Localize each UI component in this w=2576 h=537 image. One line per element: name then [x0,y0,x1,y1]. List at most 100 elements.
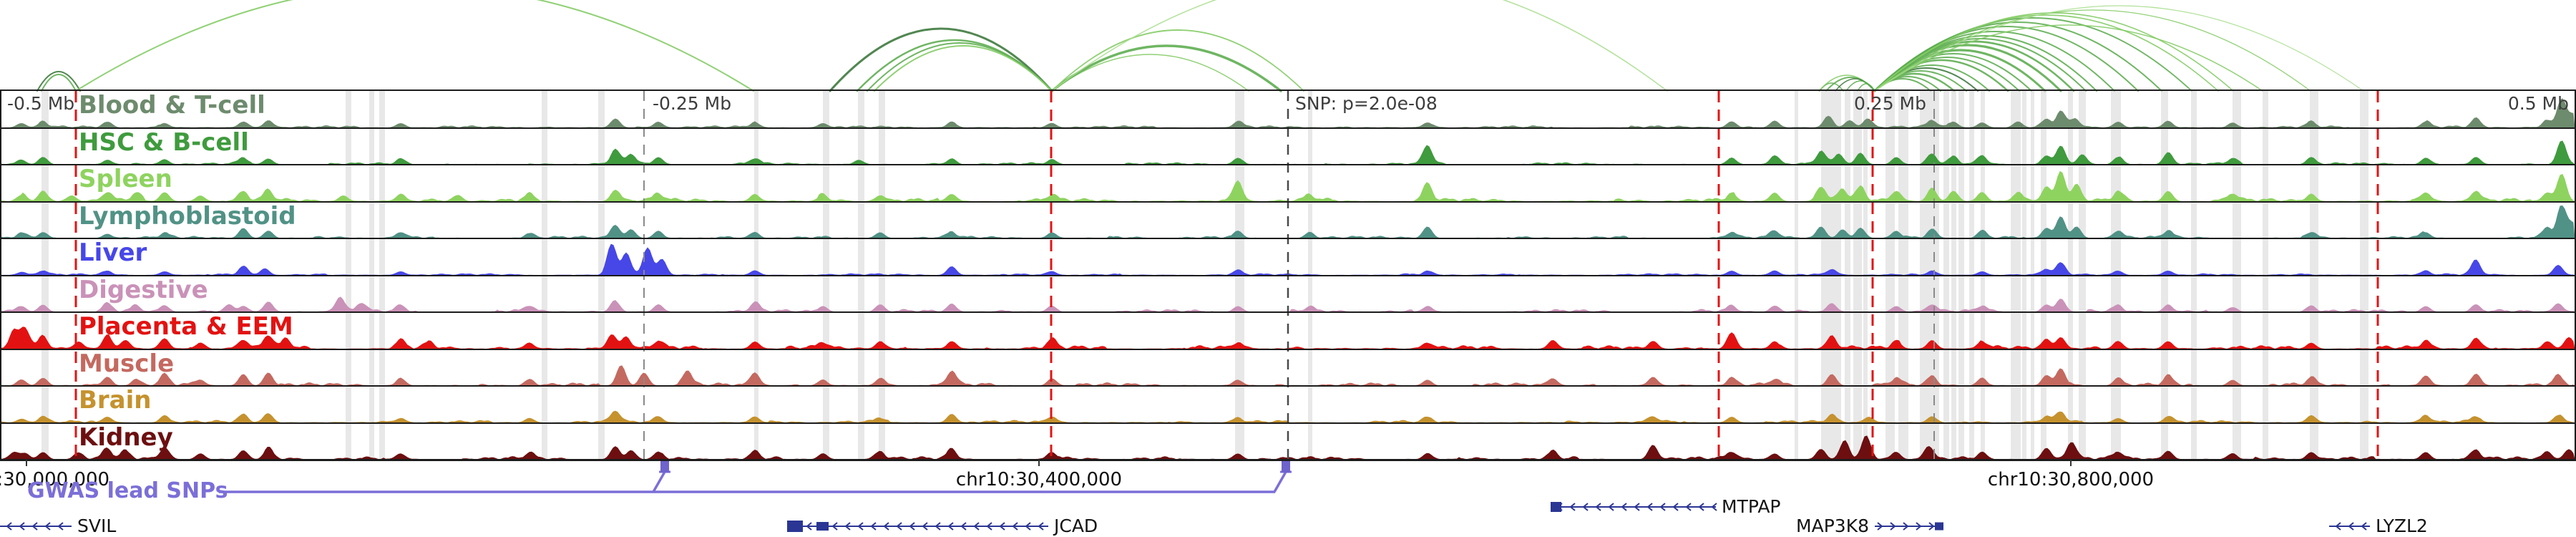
row-separator [0,348,2576,350]
track-label-digestive: Digestive [79,275,208,304]
gwas-lead-snps-label: GWAS lead SNPs [27,478,228,503]
ruler-label-0-5mb: 0.5 Mb [2507,93,2569,114]
strand-arrow-icon [57,522,64,531]
row-separator [0,127,2576,129]
coord-label-30400000: chr10:30,400,000 [955,469,1123,490]
coord-label-30800000: chr10:30,800,000 [1987,469,2155,490]
interaction-arc [1051,54,1249,92]
gwas-snp-stem [1273,471,1287,493]
strand-arrow-icon [1569,503,1576,511]
strand-arrow-icon [844,522,851,531]
gene-map3k8[interactable] [1875,522,1943,531]
gene-label-lyzl2: LYZL2 [2376,516,2428,536]
strand-arrow-icon [1012,522,1018,531]
strand-arrow-icon [806,522,812,531]
gene-exon-box [816,522,829,531]
strand-arrow-icon [31,522,38,531]
interaction-arc [1874,5,2364,92]
strand-arrow-icon [1608,503,1614,511]
strand-arrow-icon [999,522,1005,531]
track-label-brain: Brain [79,386,152,415]
strand-arrow-icon [1903,522,1909,531]
gene-exon-box [787,521,803,532]
gene-exon-box [1551,502,1561,512]
interaction-arc [1051,29,1304,92]
gwas-snp-marker[interactable] [660,461,669,473]
row-separator [0,238,2576,239]
interaction-arc [1050,44,1282,92]
strand-arrow-icon [973,522,980,531]
strand-arrow-icon [2348,522,2354,531]
gene-mtpap[interactable] [1551,502,1717,512]
gene-jcad[interactable] [787,521,1048,532]
interaction-arc [829,27,1053,92]
strand-arrow-icon [1646,503,1653,511]
strand-arrow-icon [1685,503,1692,511]
gene-exon-box [1935,522,1943,531]
gene-label-jcad: JCAD [1054,516,1098,536]
row-separator [0,274,2576,276]
strand-arrow-icon [1672,503,1679,511]
track-label-kidney: Kidney [79,422,173,452]
strand-arrow-icon [960,522,967,531]
interaction-arc [36,71,81,92]
track-label-hsc-b-cell: HSC & B-cell [79,127,249,157]
strand-arrow-icon [947,522,954,531]
row-separator [0,385,2576,387]
gene-svil[interactable] [0,522,72,531]
strand-arrow-icon [870,522,877,531]
strand-arrow-icon [2361,522,2367,531]
strand-arrow-icon [1025,522,1031,531]
track-label-blood-t-cell: Blood & T-cell [79,91,265,120]
strand-arrow-icon [1582,503,1589,511]
track-label-spleen: Spleen [79,165,172,193]
strand-arrow-icon [909,522,915,531]
track-label-placenta-eem: Placenta & EEM [79,312,293,341]
strand-arrow-icon [1595,503,1601,511]
interaction-arc [75,0,754,92]
ruler-label-0-25mb: 0.25 Mb [1853,93,1926,114]
strand-arrow-icon [857,522,864,531]
track-label-liver: Liver [79,238,147,267]
strand-arrow-icon [1877,522,1883,531]
strand-arrow-icon [1634,503,1640,511]
strand-arrow-icon [6,522,12,531]
strand-arrow-icon [922,522,928,531]
strand-arrow-icon [2335,522,2341,531]
interaction-arcs-layer [36,0,2364,92]
interaction-arc [41,74,77,92]
gene-lyzl2[interactable] [2329,522,2370,531]
gene-label-mtpap: MTPAP [1722,496,1781,517]
track-label-muscle: Muscle [79,349,175,378]
strand-arrow-icon [935,522,941,531]
ruler-label-snp-pvalue: SNP: p=2.0e-08 [1295,93,1438,114]
strand-arrow-icon [986,522,992,531]
strand-arrow-icon [1038,522,1044,531]
strand-arrow-icon [1916,522,1922,531]
gwas-snp-stem [652,471,666,493]
strand-arrow-icon [1621,503,1627,511]
interaction-arc [1051,0,1668,92]
row-separator [0,200,2576,203]
ruler-label-minus-0-5mb: -0.5 Mb [7,93,75,114]
strand-arrow-icon [44,522,51,531]
interaction-arc [1874,24,2263,92]
interaction-arc [1874,9,2311,92]
ruler-label-minus-0-25mb: -0.25 Mb [653,93,732,114]
strand-arrow-icon [1659,503,1666,511]
strand-arrow-icon [19,522,25,531]
track-panel-frame [0,90,2576,461]
coord-label-30000000: chr10:30,000,000 [0,469,110,490]
gwas-snp-marker[interactable] [1282,461,1290,473]
row-separator [0,311,2576,313]
row-separator [0,422,2576,424]
strand-arrow-icon [1698,503,1704,511]
gene-label-map3k8: MAP3K8 [1796,516,1869,536]
interaction-arc [1857,83,1875,92]
track-label-lymphoblastoid: Lymphoblastoid [79,201,296,231]
strand-arrow-icon [1711,503,1717,511]
